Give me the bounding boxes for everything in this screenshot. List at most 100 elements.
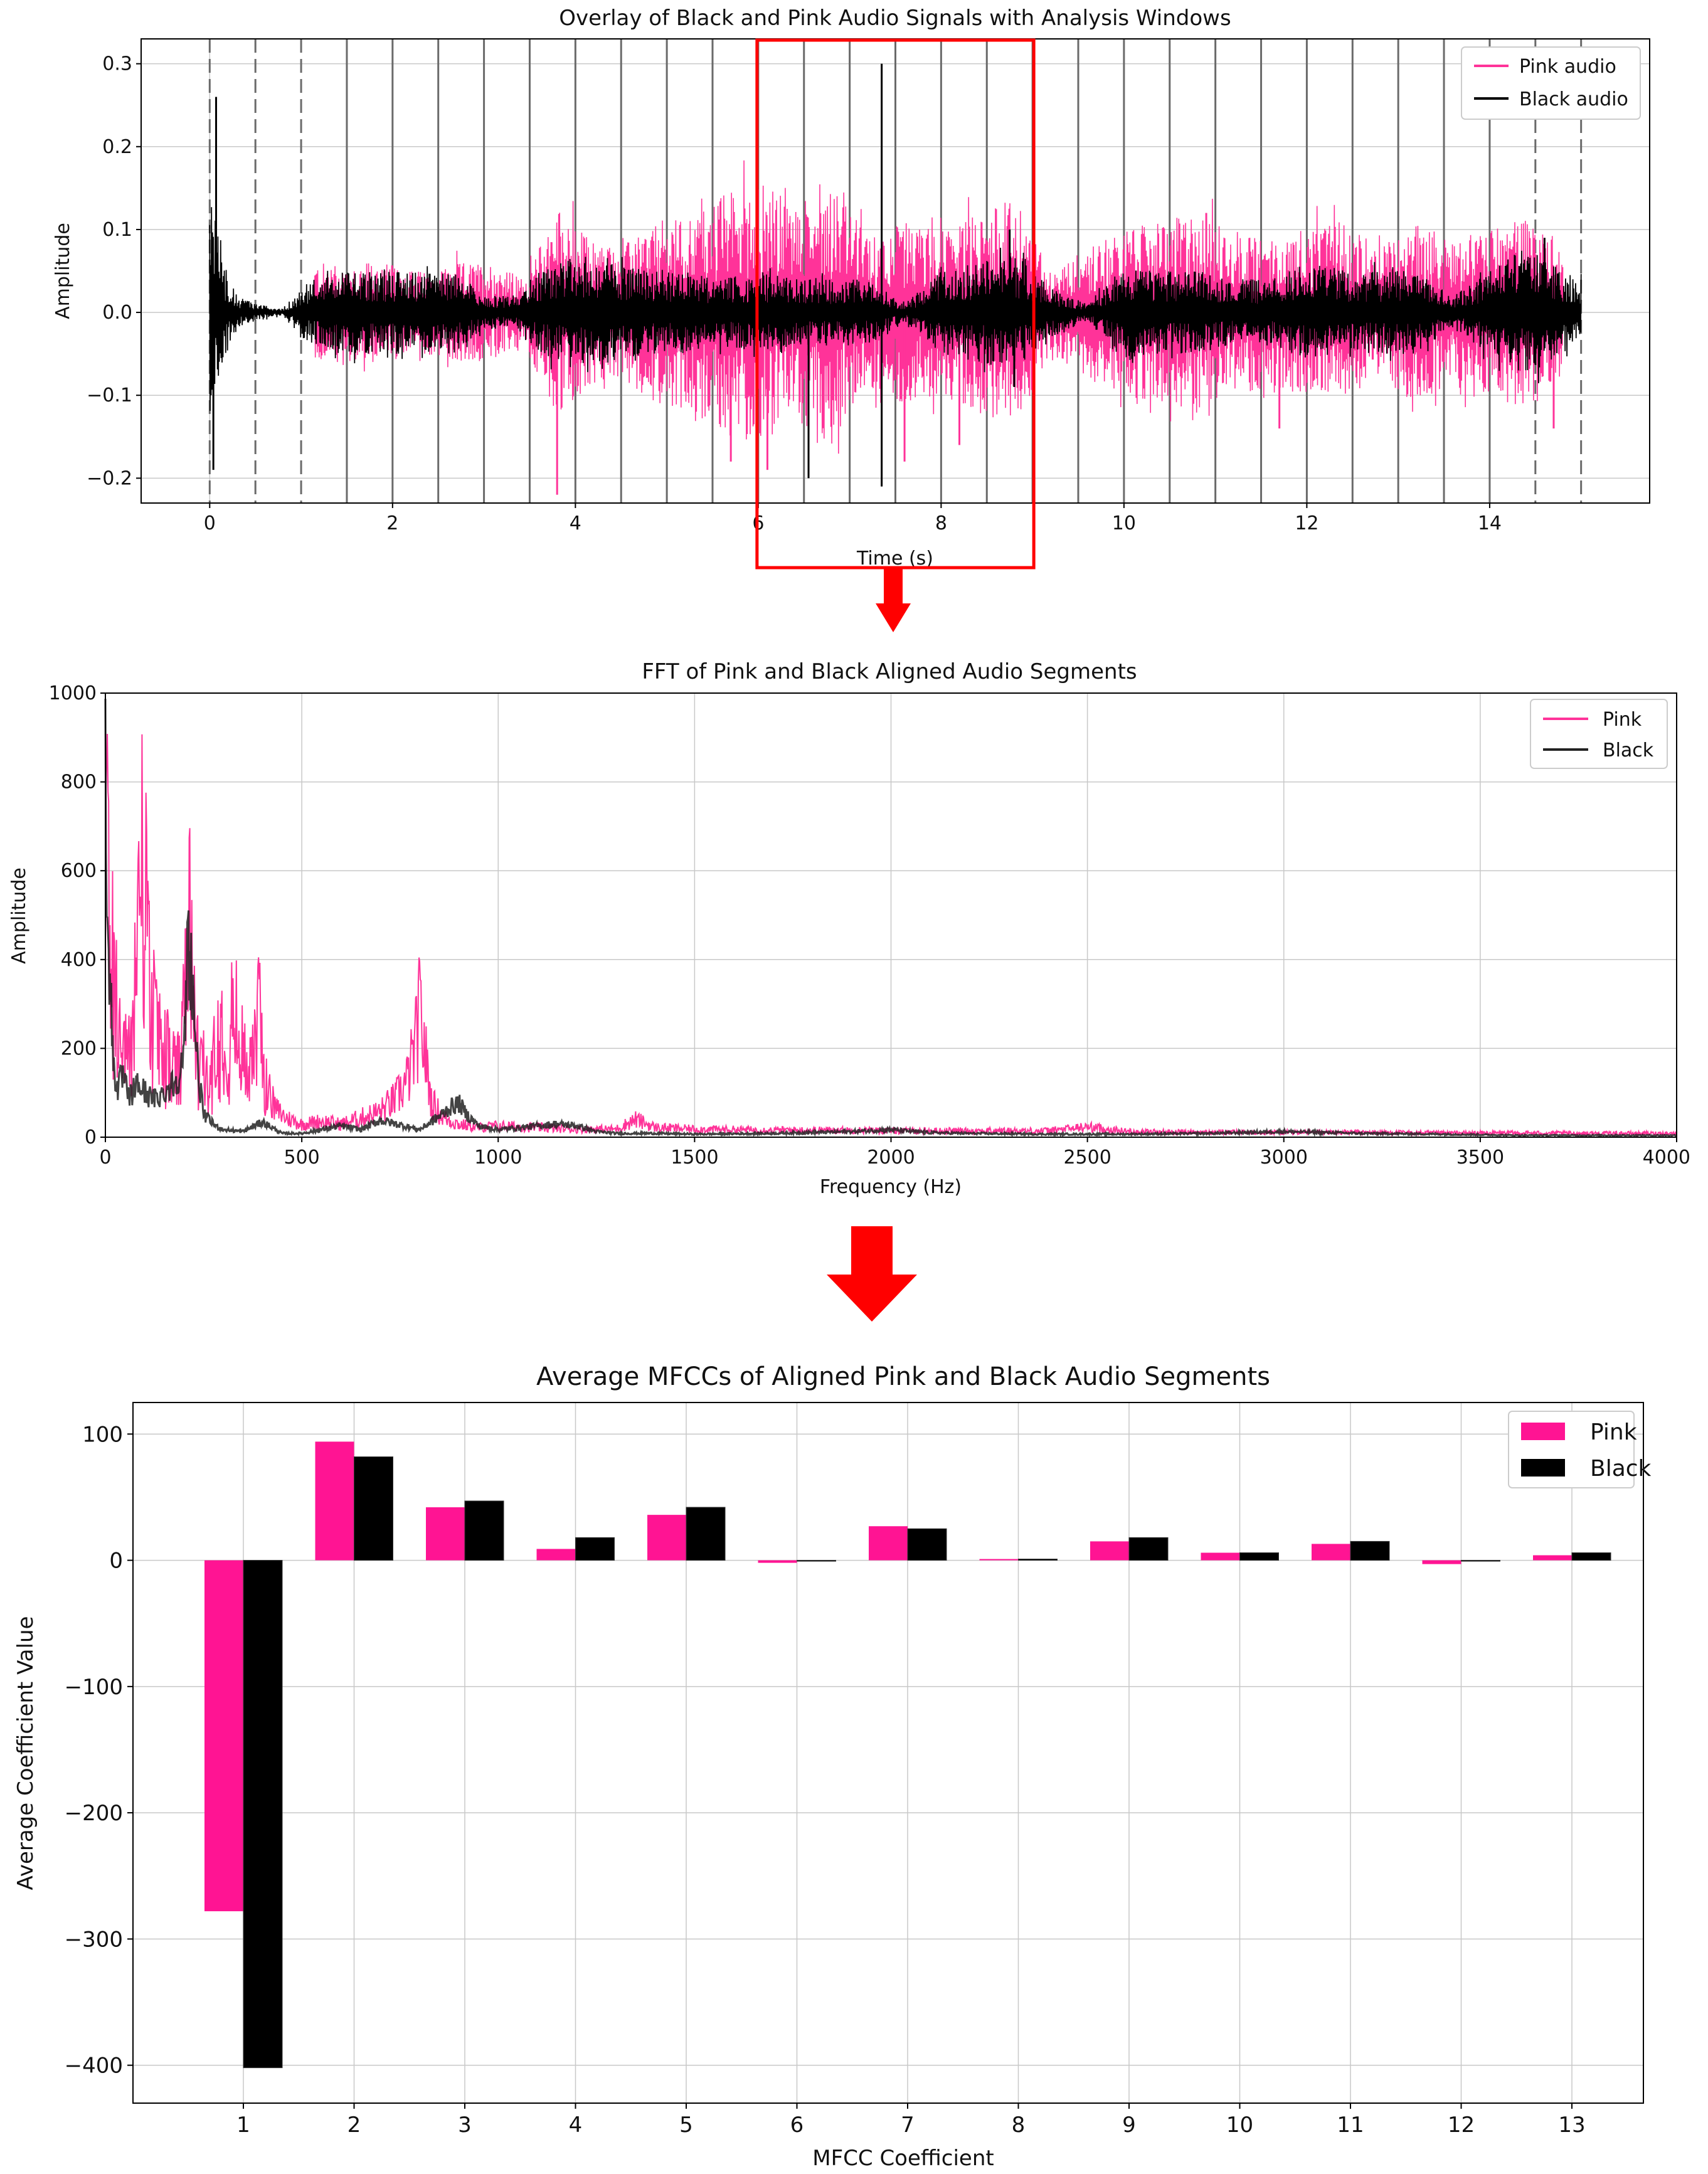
chart-3-x-tick-label: 6 [790, 2113, 804, 2138]
chart-3-legend: Pink Black [1508, 1411, 1652, 1488]
mfcc-bar-black [1239, 1552, 1279, 1561]
chart-3-x-tick-label: 7 [901, 2113, 915, 2138]
chart-2-legend-box [1530, 699, 1668, 769]
chart-1-y-tick-label: 0.1 [102, 219, 132, 241]
chart-2-title: FFT of Pink and Black Aligned Audio Segm… [642, 659, 1137, 684]
chart-2-legend-black-label: Black [1603, 740, 1654, 761]
mfcc-bar-black [1571, 1552, 1611, 1561]
mfcc-bar-black [243, 1560, 283, 2069]
chart-1-series-black-line [209, 207, 1582, 411]
chart-3-bars [204, 1441, 1611, 2069]
mfcc-bar-black [686, 1507, 726, 1561]
chart-2-y-tick-label: 600 [61, 860, 97, 882]
chart-2-x-ticks: 0 500 1000 1500 2000 2500 3000 3500 4000 [99, 1137, 1690, 1169]
chart-1-x-tick-label: 12 [1295, 512, 1318, 534]
chart-2-y-tick-label: 1000 [49, 682, 97, 704]
chart-3-y-label: Average Coefficient Value [13, 1616, 38, 1890]
chart-3-legend-pink-swatch [1521, 1423, 1565, 1440]
chart-1-x-tick-label: 10 [1112, 512, 1136, 534]
mfcc-bar-black [575, 1537, 615, 1561]
chart-3-x-tick-label: 3 [458, 2113, 472, 2138]
chart-1-x-ticks: 0 2 4 6 8 10 12 14 [204, 503, 1502, 534]
chart-2-legend: Pink Black [1530, 699, 1668, 769]
chart-2-y-tick-label: 800 [61, 772, 97, 793]
chart-2-x-tick-label: 3500 [1456, 1147, 1504, 1169]
chart-3-legend-black-swatch [1521, 1459, 1565, 1477]
chart-3-plot-frame [132, 1402, 1644, 2104]
chart-3-y-tick-label: −200 [65, 1801, 123, 1826]
chart-2-y-tick-label: 0 [85, 1127, 97, 1148]
down-arrow-icon [876, 568, 911, 632]
chart-2-y-label: Amplitude [8, 867, 30, 964]
chart-3-x-tick-label: 8 [1012, 2113, 1026, 2138]
chart-1-y-tick-label: −0.1 [87, 384, 132, 406]
chart-2-series [104, 699, 1677, 1138]
chart-1-y-tick-label: 0.0 [102, 302, 132, 324]
mfcc-bar-pink [426, 1507, 465, 1561]
chart-3-x-tick-label: 1 [236, 2113, 250, 2138]
chart-1-y-tick-label: 0.3 [102, 53, 132, 75]
chart-3-legend-pink-label: Pink [1590, 1419, 1637, 1445]
chart-1-legend: Pink audio Black audio [1461, 46, 1641, 120]
chart-1-title: Overlay of Black and Pink Audio Signals … [559, 6, 1231, 31]
chart-3-x-tick-label: 9 [1122, 2113, 1136, 2138]
chart-1-waveform: Overlay of Black and Pink Audio Signals … [52, 6, 1650, 570]
mfcc-bar-pink [536, 1549, 576, 1561]
chart-1-y-ticks: −0.2 −0.1 0.0 0.1 0.2 0.3 [87, 53, 141, 489]
chart-1-y-label: Amplitude [52, 223, 74, 319]
chart-3-mfcc: Average MFCCs of Aligned Pink and Black … [13, 1362, 1652, 2171]
mfcc-bar-pink [1422, 1560, 1461, 1564]
chart-1-x-tick-label: 4 [570, 512, 581, 534]
chart-3-y-tick-label: 100 [82, 1422, 123, 1447]
chart-1-x-tick-label: 14 [1478, 512, 1502, 534]
mfcc-bar-pink [1201, 1552, 1240, 1561]
chart-2-x-tick-label: 500 [284, 1147, 319, 1169]
chart-3-x-ticks: 1 2 3 4 5 6 7 8 9 10 11 12 13 [236, 2103, 1586, 2138]
chart-1-analysis-windows [208, 39, 1583, 503]
chart-3-y-tick-label: −300 [65, 1927, 123, 1952]
mfcc-bar-black [1128, 1537, 1169, 1561]
chart-1-series [209, 63, 1582, 495]
chart-2-series-black-line [104, 699, 1677, 1138]
mfcc-bar-black [464, 1500, 504, 1561]
chart-2-x-label: Frequency (Hz) [820, 1176, 962, 1198]
chart-3-x-tick-label: 12 [1448, 2113, 1475, 2138]
chart-2-x-tick-label: 4000 [1643, 1147, 1690, 1169]
chart-3-x-tick-label: 2 [347, 2113, 361, 2138]
mfcc-bar-black [797, 1560, 836, 1562]
chart-2-x-tick-label: 2000 [867, 1147, 915, 1169]
chart-3-title: Average MFCCs of Aligned Pink and Black … [536, 1362, 1270, 1391]
chart-3-legend-black-label: Black [1590, 1456, 1652, 1482]
chart-3-x-tick-label: 4 [569, 2113, 583, 2138]
mfcc-bar-pink [1533, 1555, 1572, 1561]
chart-2-x-tick-label: 2500 [1063, 1147, 1111, 1169]
mfcc-bar-black [907, 1528, 947, 1561]
chart-3-y-tick-label: 0 [109, 1549, 123, 1574]
chart-1-x-tick-label: 0 [204, 512, 216, 534]
mfcc-bar-pink [979, 1559, 1019, 1561]
mfcc-bar-pink [204, 1560, 243, 1912]
mfcc-bar-black [1350, 1540, 1390, 1561]
mfcc-bar-pink [1090, 1541, 1129, 1561]
mfcc-bar-pink [647, 1515, 686, 1561]
mfcc-bar-pink [1312, 1544, 1350, 1561]
chart-2-x-tick-label: 3000 [1260, 1147, 1308, 1169]
chart-1-y-tick-label: −0.2 [87, 467, 132, 489]
chart-1-legend-pink-label: Pink audio [1519, 56, 1616, 78]
highlight-window-box [755, 38, 1036, 570]
chart-2-x-tick-label: 1000 [474, 1147, 522, 1169]
chart-1-x-tick-label: 2 [386, 512, 398, 534]
mfcc-bar-pink [869, 1526, 908, 1561]
chart-2-fft: FFT of Pink and Black Aligned Audio Segm… [8, 659, 1690, 1198]
chart-3-x-label: MFCC Coefficient [812, 2146, 994, 2171]
chart-3-y-tick-label: −400 [65, 2054, 123, 2079]
chart-2-legend-pink-label: Pink [1603, 709, 1642, 731]
chart-1-legend-black-label: Black audio [1519, 88, 1628, 110]
chart-3-x-tick-label: 5 [679, 2113, 693, 2138]
chart-3-x-tick-label: 11 [1337, 2113, 1364, 2138]
mfcc-bar-black [354, 1456, 393, 1561]
chart-2-y-tick-label: 200 [61, 1037, 97, 1059]
down-arrow-icon [827, 1226, 917, 1322]
mfcc-bar-pink [758, 1560, 797, 1563]
